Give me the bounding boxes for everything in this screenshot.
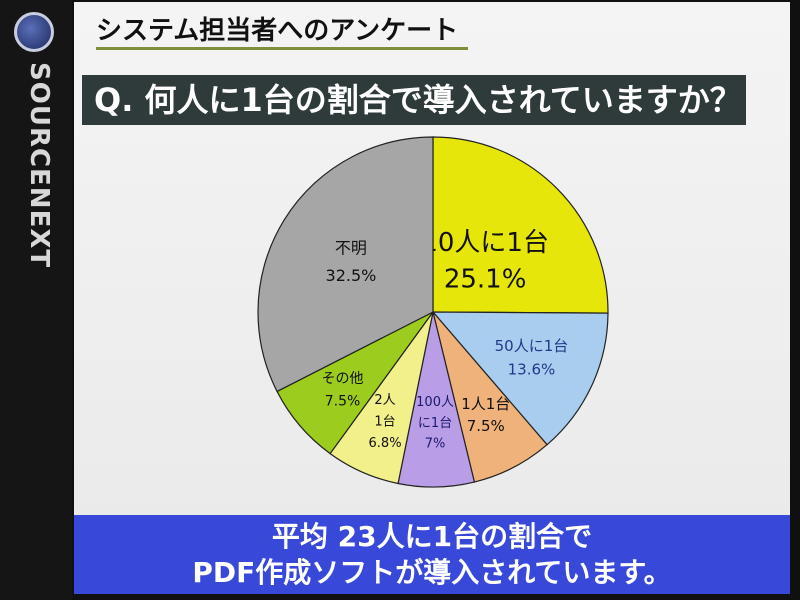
survey-title: システム担当者へのアンケート — [96, 10, 469, 50]
conclusion-line-2: PDF作成ソフトが導入されています。 — [192, 556, 672, 589]
slice-category-label: 不明 — [335, 239, 367, 258]
slice-category-label: 1人1台 — [461, 395, 510, 413]
slice-value-label: 25.1% — [444, 264, 527, 294]
slice-value-label: 13.6% — [508, 360, 556, 378]
brand-name: SOURCENEXT — [24, 62, 54, 269]
slice-category-label: 100人 — [416, 395, 454, 410]
slice-category-label: 50人に1台 — [495, 337, 569, 355]
slice-category-label: 1台 — [374, 414, 395, 429]
slice-category-label: 10人に1台 — [421, 228, 549, 258]
brand-sidebar: SOURCENEXT — [0, 0, 72, 600]
pie-slice-1 — [432, 136, 609, 314]
slice-value-label: 7.5% — [467, 417, 505, 435]
pie-slice-7 — [257, 136, 434, 393]
conclusion-line-1: 平均 23人に1台の割合で — [271, 520, 593, 553]
slice-value-label: 7% — [425, 437, 446, 452]
slide: システム担当者へのアンケート Q. 何人に1台の割合で導入されていますか？ 10… — [74, 2, 790, 594]
brand-logo-icon — [14, 12, 54, 52]
question-banner: Q. 何人に1台の割合で導入されていますか？ — [82, 75, 746, 125]
conclusion-banner: 平均 23人に1台の割合で PDF作成ソフトが導入されています。 — [74, 515, 790, 594]
slice-category-label: その他 — [322, 371, 364, 387]
slice-category-label: 2人 — [374, 393, 395, 408]
pie-slice-2 — [431, 311, 609, 446]
slice-value-label: 6.8% — [369, 436, 402, 451]
slice-value-label: 32.5% — [326, 266, 377, 285]
slice-value-label: 7.5% — [325, 393, 361, 409]
slice-category-label: に1台 — [418, 416, 452, 431]
